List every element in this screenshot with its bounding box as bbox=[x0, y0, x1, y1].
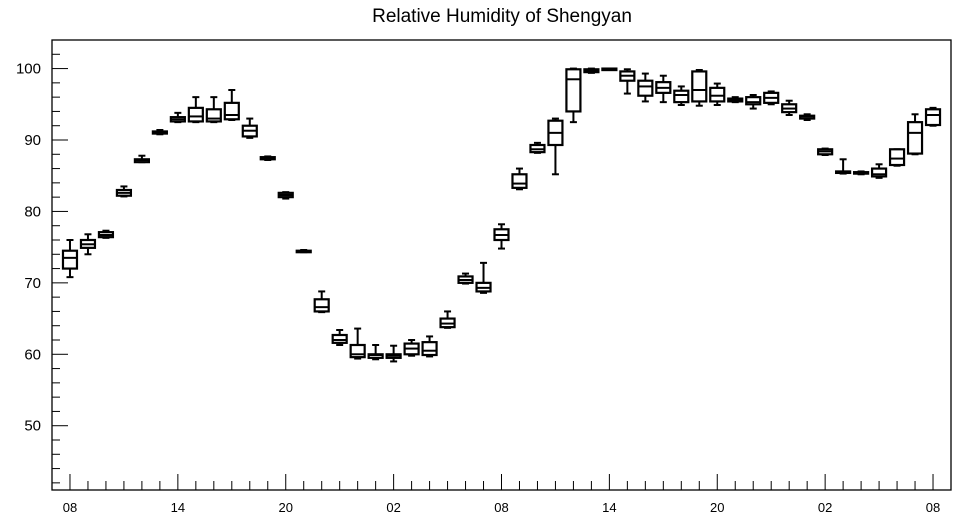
interquartile-box bbox=[565, 68, 582, 113]
x-tick-label: 02 bbox=[386, 500, 400, 515]
box-plot-item bbox=[673, 85, 690, 106]
interquartile-box bbox=[205, 108, 222, 123]
y-tick-label: 80 bbox=[24, 203, 41, 220]
box-plot-item bbox=[457, 272, 474, 285]
plot-area: 50 60 70 80 90 100 08 14 20 02 08 14 20 02 08 bbox=[16, 39, 952, 515]
box-plot-item bbox=[169, 111, 186, 124]
box-plot-item bbox=[187, 96, 204, 124]
box-plot-item bbox=[439, 310, 456, 329]
box-plot-item bbox=[709, 82, 726, 106]
interquartile-box bbox=[906, 121, 924, 155]
box-plot-item bbox=[637, 72, 654, 103]
box-plot-item bbox=[763, 90, 780, 106]
box-plot-item bbox=[295, 249, 312, 254]
interquartile-box bbox=[745, 96, 762, 106]
x-tick-label: 20 bbox=[279, 500, 293, 515]
box-plot-item bbox=[817, 147, 834, 156]
box-plot-item bbox=[241, 117, 258, 139]
box-plot-item bbox=[313, 290, 330, 314]
interquartile-box bbox=[888, 148, 906, 167]
box-plot-item bbox=[745, 94, 762, 110]
interquartile-box bbox=[709, 86, 726, 103]
interquartile-box bbox=[637, 79, 654, 97]
y-tick-label: 50 bbox=[24, 418, 41, 435]
box-plot-item bbox=[421, 335, 438, 358]
interquartile-box bbox=[61, 249, 79, 270]
box-plot-item bbox=[781, 99, 798, 116]
box-plot-item bbox=[565, 67, 582, 124]
box-plot-item bbox=[691, 69, 708, 107]
interquartile-box bbox=[870, 167, 888, 178]
box-plot-item bbox=[547, 117, 564, 176]
box-plot-item bbox=[367, 344, 384, 361]
box-plot-item bbox=[79, 233, 97, 256]
box-plot-item bbox=[205, 96, 222, 124]
y-tick-label: 60 bbox=[24, 346, 41, 363]
box-plot-item bbox=[349, 327, 366, 360]
interquartile-box bbox=[691, 70, 708, 103]
box-plot-item bbox=[493, 223, 510, 250]
box-plot-item bbox=[151, 129, 168, 136]
interquartile-box bbox=[313, 298, 330, 313]
x-tick-label: 20 bbox=[710, 500, 724, 515]
box-plot-item bbox=[61, 239, 79, 279]
box-plot-item bbox=[115, 185, 133, 198]
box-plot-item bbox=[835, 158, 852, 175]
box-plot-item bbox=[727, 96, 744, 104]
box-plot-item bbox=[331, 329, 348, 346]
box-plot-item bbox=[223, 89, 240, 121]
interquartile-box bbox=[223, 101, 240, 121]
interquartile-box bbox=[924, 108, 942, 127]
box-plot-item bbox=[529, 141, 546, 154]
box-plot-item bbox=[133, 154, 150, 164]
y-tick-label: 70 bbox=[24, 275, 41, 292]
x-tick-label: 14 bbox=[602, 500, 616, 515]
y-tick-label: 90 bbox=[24, 132, 41, 149]
box-plot-item bbox=[403, 339, 420, 357]
box-plot-item bbox=[259, 155, 276, 161]
box-plot-item bbox=[511, 167, 528, 191]
plot-frame bbox=[51, 39, 952, 491]
box-plot-item bbox=[924, 106, 942, 127]
interquartile-box bbox=[331, 333, 348, 344]
x-tick-label: 14 bbox=[171, 500, 185, 515]
box-plot-item bbox=[97, 229, 115, 239]
box-plot-item bbox=[583, 67, 600, 74]
box-plot-item bbox=[870, 163, 888, 179]
x-tick-label: 08 bbox=[63, 500, 77, 515]
interquartile-box bbox=[421, 341, 438, 357]
box-plot-item bbox=[601, 67, 618, 72]
interquartile-box bbox=[187, 106, 204, 123]
box-plot-item bbox=[888, 148, 906, 167]
box-plot-item bbox=[799, 113, 816, 121]
x-tick-label: 08 bbox=[926, 500, 940, 515]
interquartile-box bbox=[349, 343, 366, 359]
box-plot-item bbox=[655, 74, 672, 104]
box-plot-item bbox=[277, 191, 294, 200]
box-plot-item bbox=[619, 68, 636, 95]
x-tick-label: 08 bbox=[494, 500, 508, 515]
x-tick-label: 02 bbox=[818, 500, 832, 515]
box-plot-item bbox=[852, 170, 870, 176]
box-plot-item bbox=[906, 113, 924, 156]
interquartile-box bbox=[511, 173, 528, 189]
interquartile-box bbox=[673, 89, 690, 104]
box-plot-item bbox=[385, 344, 402, 363]
chart-title: Relative Humidity of Shengyan bbox=[372, 6, 632, 27]
y-tick-label: 100 bbox=[16, 61, 41, 78]
box-plot-item bbox=[475, 261, 492, 294]
